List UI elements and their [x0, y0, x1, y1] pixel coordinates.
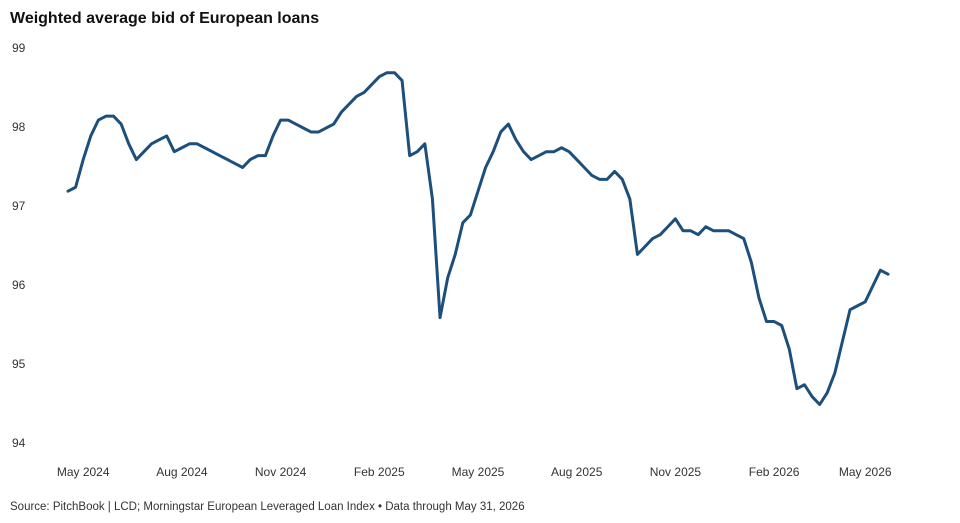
y-tick-label: 97: [12, 199, 26, 213]
y-tick-label: 99: [12, 41, 26, 55]
x-tick-label: May 2026: [839, 465, 892, 479]
x-tick-label: Aug 2024: [156, 465, 208, 479]
chart-title: Weighted average bid of European loans: [10, 10, 319, 27]
data-line: [66, 71, 890, 406]
x-tick-label: Feb 2026: [749, 465, 800, 479]
source-note: Source: PitchBook | LCD; Morningstar Eur…: [10, 501, 525, 513]
y-tick-label: 94: [12, 436, 26, 450]
x-tick-label: May 2024: [57, 465, 110, 479]
x-tick-label: May 2025: [452, 465, 505, 479]
x-tick-label: Aug 2025: [551, 465, 603, 479]
x-tick-label: Nov 2024: [255, 465, 307, 479]
x-tick-label: Feb 2025: [354, 465, 405, 479]
y-tick-label: 98: [12, 120, 26, 134]
y-tick-label: 96: [12, 278, 26, 292]
x-tick-label: Nov 2025: [650, 465, 702, 479]
y-tick-label: 95: [12, 357, 26, 371]
